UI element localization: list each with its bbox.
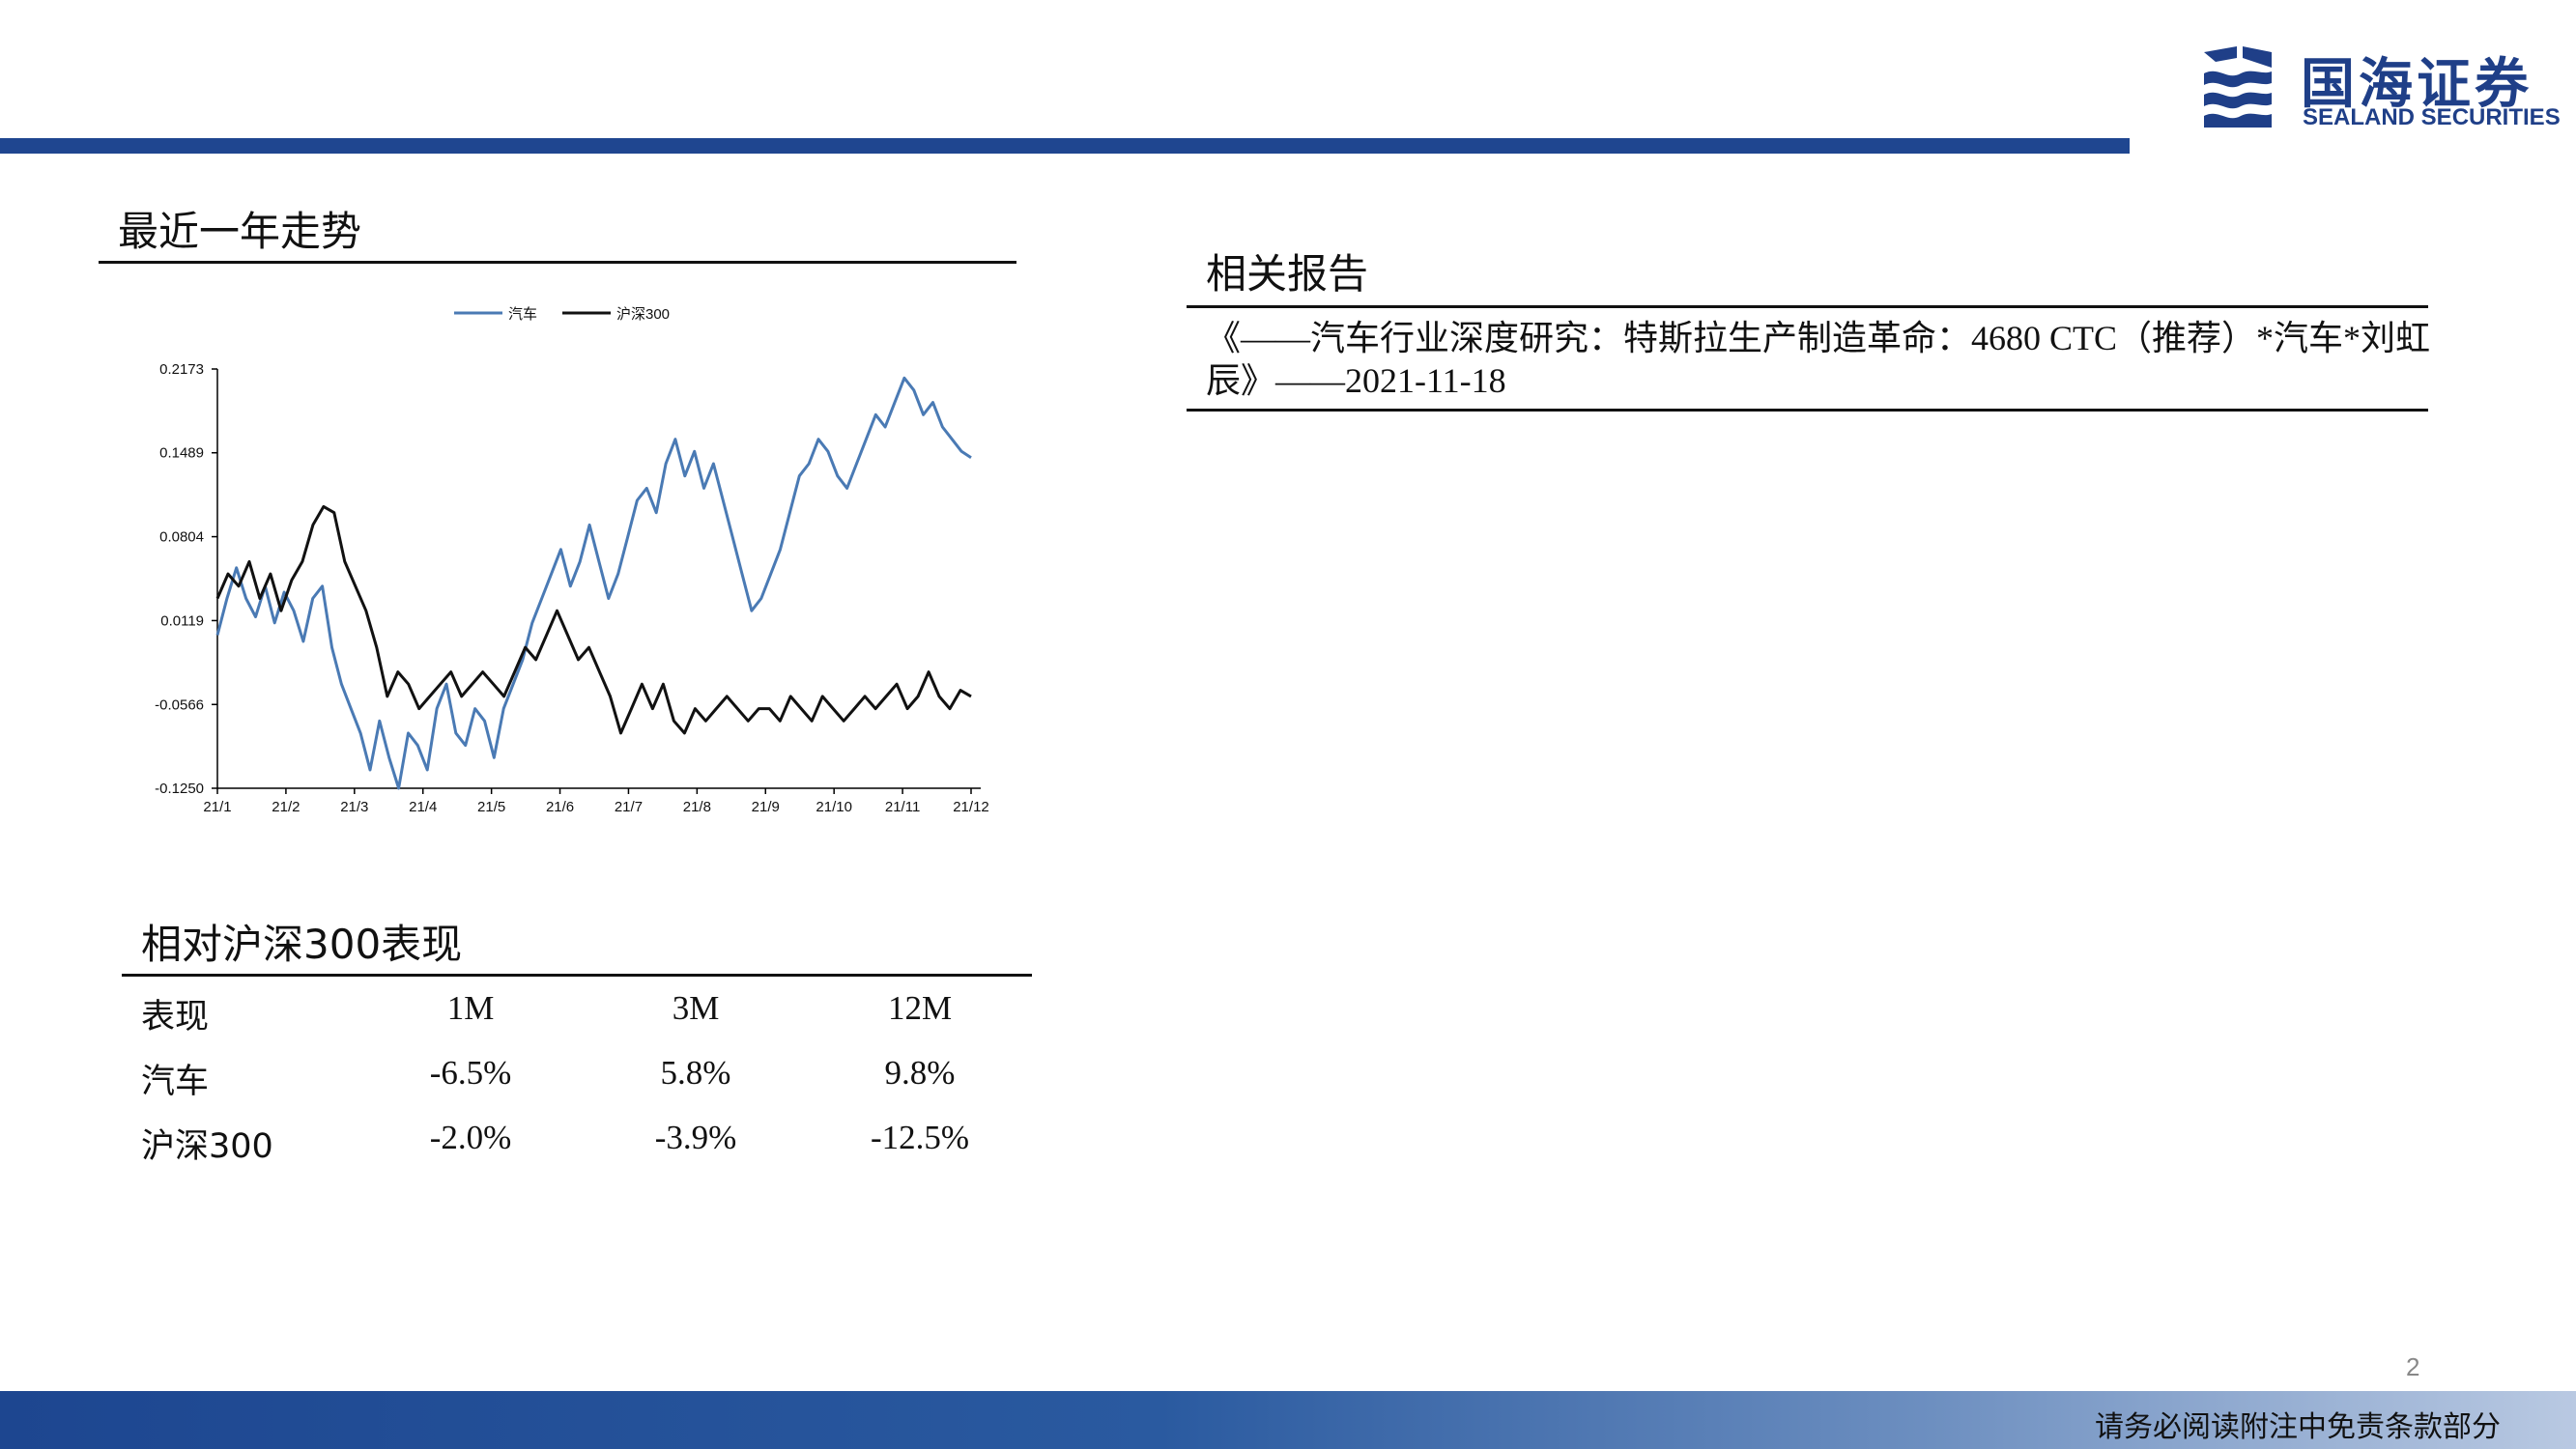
related-reports-title: 相关报告 — [1206, 250, 1369, 298]
perf-value-3m: 5.8% — [660, 1054, 731, 1092]
perf-row-hs300: 沪深300 -2.0% -3.9% -12.5% — [141, 1119, 1011, 1177]
perf-header-12m: 12M — [887, 989, 953, 1027]
y-tick-label: 0.2173 — [159, 361, 204, 378]
footer-bar — [0, 1391, 2576, 1449]
perf-header-1m: 1M — [446, 989, 495, 1027]
x-tick-label: 21/6 — [546, 799, 574, 815]
perf-row-label: 沪深300 — [141, 1127, 273, 1166]
relative-perf-rule — [122, 974, 1032, 977]
series-line — [215, 504, 972, 735]
related-reports-bottom-rule — [1187, 409, 2428, 412]
perf-value-1m: -6.5% — [429, 1054, 512, 1092]
footer-disclaimer: 请务必阅读附注中免责条款部分 — [2095, 1410, 2501, 1444]
trend-line-chart: 汽车 沪深300 0.2173 0.1489 0.0804 0.0119 -0.0566 -… — [155, 306, 989, 815]
x-tick-label: 21/9 — [752, 799, 780, 815]
perf-value-3m: -3.9% — [654, 1119, 737, 1156]
logo-english-name: SEALAND SECURITIES — [2303, 104, 2561, 130]
related-reports-top-rule — [1187, 305, 2428, 308]
x-tick-label: 21/8 — [683, 799, 711, 815]
x-tick-label: 21/10 — [816, 799, 852, 815]
trend-title-rule — [99, 261, 1016, 264]
chart-series — [215, 376, 972, 790]
x-tick-label: 21/3 — [340, 799, 368, 815]
perf-value-12m: -12.5% — [870, 1119, 970, 1156]
perf-header-row: 表现 1M 3M 12M — [141, 989, 1011, 1047]
x-tick-label: 21/5 — [477, 799, 505, 815]
related-report-item[interactable]: 《——汽车行业深度研究：特斯拉生产制造革命：4680 CTC（推荐）*汽车*刘虹… — [1206, 319, 2431, 400]
perf-header-3m: 3M — [672, 989, 720, 1027]
y-tick-label: 0.0804 — [159, 529, 204, 546]
sealand-logo: 国海证券 SEALAND SECURITIES — [2198, 41, 2561, 137]
perf-value-1m: -2.0% — [429, 1119, 512, 1156]
x-tick-label: 21/12 — [953, 799, 989, 815]
y-tick-label: -0.0566 — [155, 696, 204, 713]
y-tick-label: 0.0119 — [160, 612, 204, 629]
legend-label: 汽车 — [508, 306, 537, 323]
x-axis-ticks: 21/1 21/2 21/3 21/4 21/5 21/6 21/7 21/8 21/9 21/1… — [203, 788, 989, 815]
header-accent-bar — [0, 138, 2130, 154]
x-tick-label: 21/11 — [885, 799, 920, 815]
chart-legend: 汽车 沪深300 — [454, 306, 670, 323]
perf-row-label: 汽车 — [141, 1063, 210, 1101]
series-line — [215, 376, 972, 790]
perf-row-auto: 汽车 -6.5% 5.8% 9.8% — [141, 1054, 1011, 1112]
x-tick-label: 21/2 — [272, 799, 300, 815]
x-tick-label: 21/1 — [203, 799, 231, 815]
y-tick-label: -0.1250 — [155, 781, 204, 797]
page-number: 2 — [2406, 1352, 2420, 1381]
perf-value-12m: 9.8% — [884, 1054, 956, 1092]
legend-label: 沪深300 — [616, 306, 670, 323]
x-tick-label: 21/4 — [409, 799, 437, 815]
trend-section-title: 最近一年走势 — [118, 208, 362, 255]
relative-perf-title: 相对沪深300表现 — [141, 921, 463, 968]
sealand-wave-icon — [2204, 46, 2272, 128]
y-axis-ticks: 0.2173 0.1489 0.0804 0.0119 -0.0566 -0.1250 — [155, 361, 217, 797]
perf-header-label: 表现 — [141, 998, 210, 1037]
y-tick-label: 0.1489 — [159, 445, 204, 462]
x-tick-label: 21/7 — [615, 799, 643, 815]
logo-chinese-name: 国海证券 — [2301, 53, 2533, 116]
